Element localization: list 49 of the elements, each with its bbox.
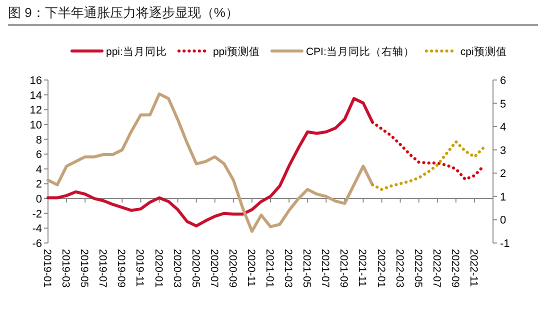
y-tick-label: 12 xyxy=(30,104,42,117)
x-tick-label: 2021-01 xyxy=(264,249,276,288)
x-tick-label: 2020-11 xyxy=(244,249,257,287)
y2-tick-label: 6 xyxy=(500,75,506,87)
title: 图 9：下半年通胀压力将逐步显现（%） xyxy=(8,5,238,20)
y-tick-label: 6 xyxy=(36,149,42,162)
y2-tick-label: 1 xyxy=(500,191,506,204)
y2-tick-label: 2 xyxy=(500,168,506,180)
y-tick-label: 10 xyxy=(30,119,42,132)
x-tick-label: 2022-05 xyxy=(412,249,424,288)
x-tick-label: 2022-09 xyxy=(448,249,461,288)
x-tick-label: 2019-01 xyxy=(41,249,53,288)
x-tick-label: 2020-03 xyxy=(170,249,183,288)
y-tick-label: 8 xyxy=(36,134,42,146)
x-tick-label: 2019-05 xyxy=(78,249,90,288)
x-tick-label: 2021-11 xyxy=(356,249,368,287)
y-tick-label: -6 xyxy=(32,238,42,250)
x-tick-label: 2021-07 xyxy=(319,249,332,288)
y-tick-label: 14 xyxy=(30,90,42,102)
x-tick-label: 2022-01 xyxy=(374,249,387,288)
x-tick-label: 2021-03 xyxy=(282,249,294,288)
y-tick-label: 0 xyxy=(36,194,42,206)
y-tick-label: 2 xyxy=(36,178,42,191)
x-tick-label: 2020-07 xyxy=(208,249,220,288)
x-tick-label: 2019-11 xyxy=(134,249,146,287)
x-tick-label: 2022-03 xyxy=(393,249,406,288)
y2-tick-label: 3 xyxy=(500,144,506,157)
x-tick-label: 2022-07 xyxy=(430,249,442,288)
y-tick-label: -4 xyxy=(32,223,42,236)
y2-tick-label: 4 xyxy=(500,122,506,134)
x-tick-label: 2019-07 xyxy=(96,249,109,288)
y-tick-label: -2 xyxy=(32,208,42,220)
x-tick-label: 2019-03 xyxy=(60,249,72,288)
legend-label: CPI:当月同比（右轴） xyxy=(306,45,414,58)
y2-tick-label: 5 xyxy=(500,98,506,110)
x-tick-label: 2022-11 xyxy=(467,249,480,287)
legend-label: ppi预测值 xyxy=(212,46,260,58)
x-tick-label: 2021-05 xyxy=(300,249,313,288)
x-tick-label: 2020-01 xyxy=(152,249,164,288)
x-tick-label: 2020-05 xyxy=(189,249,202,288)
x-tick-label: 2020-09 xyxy=(226,249,238,288)
legend-label: cpi预测值 xyxy=(460,46,507,58)
y-tick-label: 16 xyxy=(30,75,42,87)
y-tick-label: 4 xyxy=(36,164,42,176)
legend-label: ppi:当月同比 xyxy=(106,45,167,58)
x-tick-label: 2019-09 xyxy=(115,249,128,288)
x-tick-label: 2021-09 xyxy=(338,249,350,288)
y2-tick-label: -1 xyxy=(500,238,510,250)
y2-tick-label: 0 xyxy=(500,214,506,227)
